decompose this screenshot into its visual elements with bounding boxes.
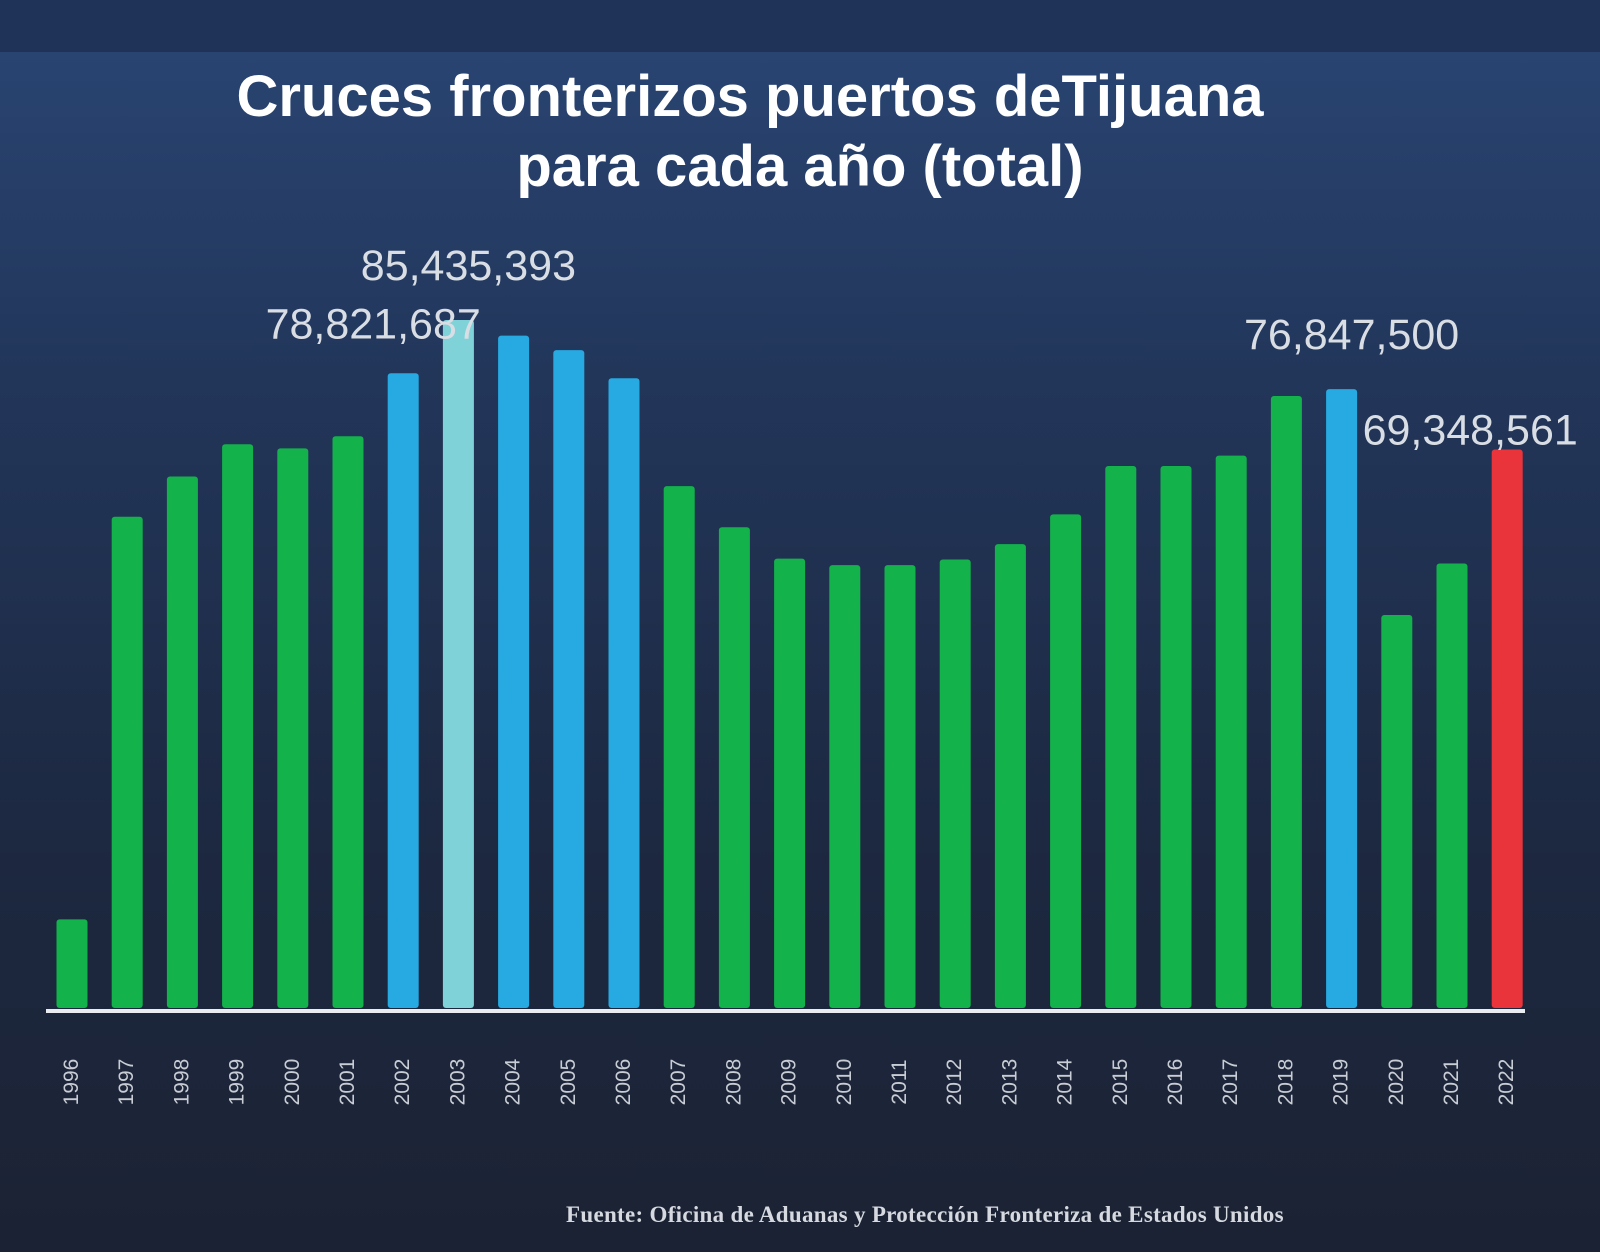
x-tick-label-1999: 1999 xyxy=(226,1059,249,1106)
x-tick-label-2001: 2001 xyxy=(336,1059,359,1106)
bar-2009 xyxy=(774,558,806,1008)
chart-title: Cruces fronterizos puertos deTijuana par… xyxy=(200,62,1300,202)
data-label-2019: 76,847,500 xyxy=(1244,311,1459,359)
x-tick-label-2009: 2009 xyxy=(778,1059,801,1106)
bar-2005 xyxy=(553,350,585,1008)
x-tick-label-2004: 2004 xyxy=(502,1058,525,1105)
x-tick-label-2019: 2019 xyxy=(1330,1059,1353,1106)
x-tick-label-2018: 2018 xyxy=(1274,1059,1297,1106)
bar-1997 xyxy=(111,516,143,1008)
bar-2011 xyxy=(884,565,916,1008)
bar-1998 xyxy=(166,476,198,1008)
x-tick-label-2022: 2022 xyxy=(1495,1059,1518,1106)
x-tick-label-2017: 2017 xyxy=(1219,1059,1242,1106)
x-tick-label-2012: 2012 xyxy=(943,1059,966,1106)
bar-2007 xyxy=(663,486,695,1009)
x-tick-label-2003: 2003 xyxy=(446,1059,469,1106)
source-note: Fuente: Oficina de Aduanas y Protección … xyxy=(566,1202,1284,1227)
data-label-2003: 85,435,393 xyxy=(361,242,576,290)
bar-2006 xyxy=(608,378,640,1009)
bar-2015 xyxy=(1105,466,1137,1008)
bar-2000 xyxy=(277,448,309,1008)
bar-1999 xyxy=(222,444,254,1008)
x-tick-label-2021: 2021 xyxy=(1440,1059,1463,1106)
x-tick-label-1998: 1998 xyxy=(170,1059,193,1106)
x-tick-label-2005: 2005 xyxy=(557,1059,580,1106)
x-tick-label-1996: 1996 xyxy=(60,1059,83,1106)
x-tick-label-1997: 1997 xyxy=(115,1059,138,1106)
bar-2003 xyxy=(442,320,474,1008)
top-band xyxy=(0,0,1600,52)
bar-2002 xyxy=(387,373,419,1009)
x-tick-label-2020: 2020 xyxy=(1385,1059,1408,1106)
chart-title-line-1: Cruces fronterizos puertos deTijuana xyxy=(236,64,1264,129)
bar-2013 xyxy=(994,544,1026,1008)
bar-2017 xyxy=(1215,455,1247,1008)
chart-title-line-2: para cada año (total) xyxy=(516,134,1084,199)
x-tick-label-2013: 2013 xyxy=(998,1059,1021,1106)
x-tick-label-2011: 2011 xyxy=(888,1059,911,1104)
bar-2010 xyxy=(829,565,861,1008)
x-tick-label-2016: 2016 xyxy=(1164,1059,1187,1106)
bar-2018 xyxy=(1270,395,1302,1008)
x-tick-label-2000: 2000 xyxy=(281,1059,304,1106)
x-tick-label-2014: 2014 xyxy=(1054,1058,1077,1105)
data-label-2002: 78,821,687 xyxy=(266,300,481,348)
bar-2021 xyxy=(1436,563,1468,1008)
bar-2008 xyxy=(718,527,750,1008)
bar-2022 xyxy=(1491,449,1523,1008)
bar-2004 xyxy=(498,335,530,1009)
data-label-2022: 69,348,561 xyxy=(1363,407,1578,455)
x-tick-label-2015: 2015 xyxy=(1109,1059,1132,1106)
bar-1996 xyxy=(56,919,88,1008)
x-tick-label-2007: 2007 xyxy=(667,1059,690,1106)
bar-2019 xyxy=(1326,389,1358,1008)
bar-2012 xyxy=(939,559,971,1008)
bar-2001 xyxy=(332,436,364,1008)
bar-2020 xyxy=(1381,615,1413,1008)
bar-2016 xyxy=(1160,466,1192,1008)
bar-2014 xyxy=(1050,514,1082,1008)
x-tick-label-2006: 2006 xyxy=(612,1059,635,1106)
x-tick-label-2008: 2008 xyxy=(722,1059,745,1106)
x-tick-label-2010: 2010 xyxy=(833,1059,856,1106)
x-tick-label-2002: 2002 xyxy=(391,1059,414,1106)
